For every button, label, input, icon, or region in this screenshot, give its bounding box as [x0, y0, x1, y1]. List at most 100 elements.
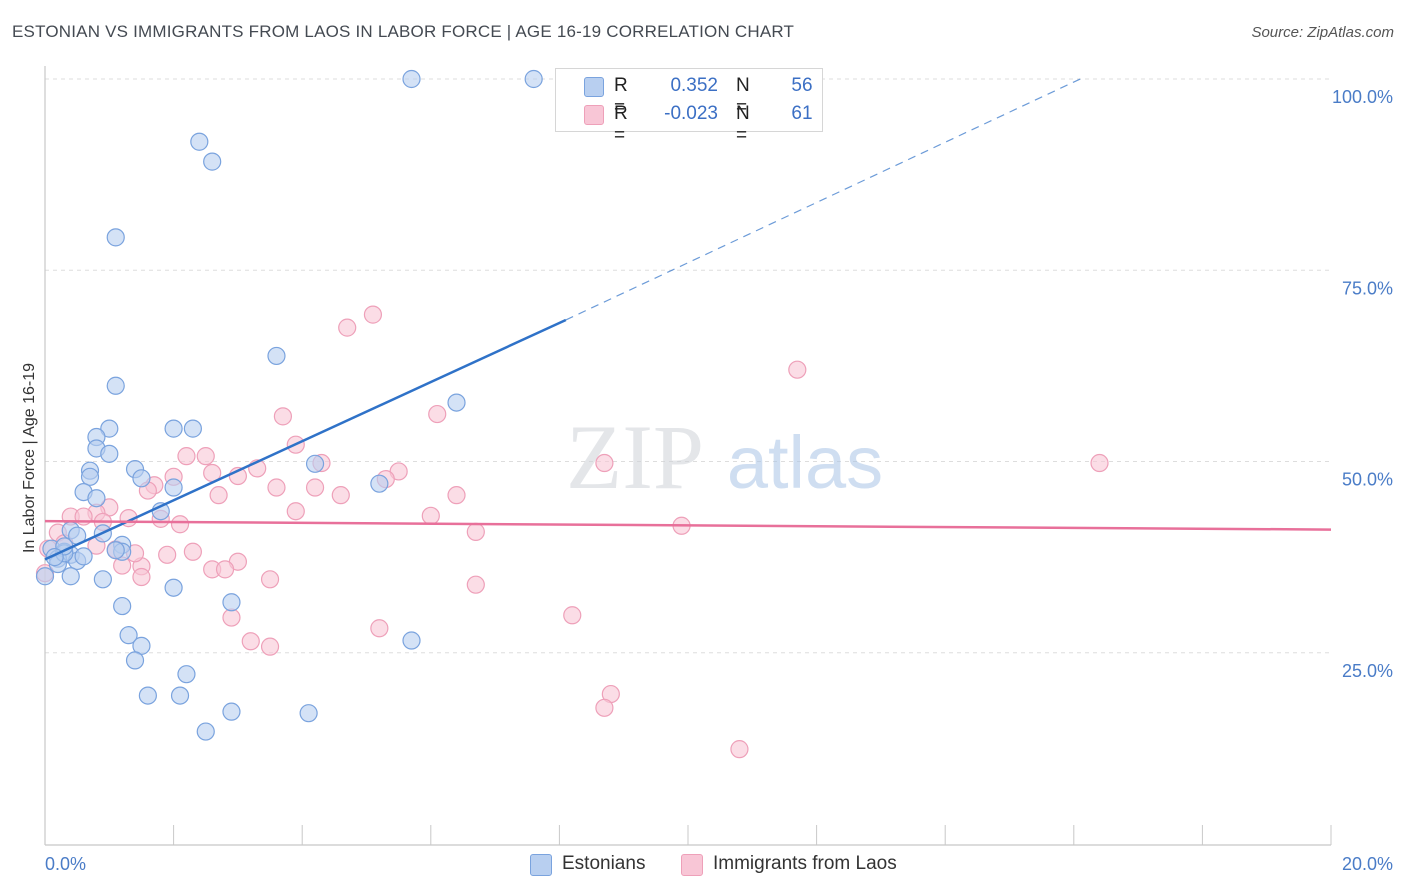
- series-laos-points: [35, 305, 1109, 759]
- source-label: Source: ZipAtlas.com: [1251, 24, 1394, 41]
- laos-point: [788, 360, 807, 379]
- y-tick-label: 100.0%: [1332, 87, 1393, 107]
- legend-swatch-laos: [584, 105, 604, 125]
- axes: [44, 66, 1332, 846]
- estonian-point: [100, 444, 119, 463]
- laos-point: [215, 560, 235, 579]
- estonian-point: [170, 686, 190, 705]
- laos-point: [260, 637, 280, 656]
- estonian-point: [138, 686, 157, 705]
- estonian-point: [106, 541, 125, 560]
- laos-point: [196, 447, 215, 466]
- laos-point: [183, 542, 202, 561]
- estonian-point: [524, 69, 543, 89]
- estonian-point: [267, 346, 286, 366]
- laos-point: [331, 486, 350, 505]
- laos-point: [595, 453, 614, 473]
- laos-point: [363, 305, 383, 324]
- estonian-point: [93, 570, 112, 589]
- estonian-point: [74, 547, 93, 566]
- laos-point: [1090, 453, 1109, 473]
- laos-point: [466, 522, 485, 541]
- laos-point: [466, 575, 485, 594]
- laos-point: [595, 698, 614, 717]
- laos-point: [132, 567, 151, 587]
- estonian-point: [190, 132, 209, 151]
- estonian-point: [132, 469, 151, 488]
- estonian-point: [402, 631, 421, 650]
- laos-point: [273, 407, 293, 426]
- legend-r-value: -0.023: [664, 103, 718, 124]
- legend-n-value: 56: [791, 75, 813, 96]
- laos-point: [222, 608, 241, 627]
- estonian-point: [370, 474, 389, 493]
- laos-point: [338, 318, 357, 337]
- laos-point: [370, 619, 389, 638]
- series-estonians-points: [35, 69, 543, 741]
- estonian-point: [113, 596, 132, 616]
- laos-point: [260, 570, 280, 589]
- laos-point: [730, 740, 749, 759]
- laos-point: [286, 502, 305, 521]
- chart-title: ESTONIAN VS IMMIGRANTS FROM LAOS IN LABO…: [12, 22, 795, 41]
- estonian-point: [164, 419, 183, 438]
- y-tick-label: 50.0%: [1342, 470, 1393, 490]
- estonian-point: [80, 467, 100, 486]
- legend-swatch-estonians: [584, 77, 604, 97]
- estonian-point: [87, 489, 106, 508]
- trend-line-estonians: [44, 318, 567, 561]
- estonian-point: [164, 478, 183, 497]
- y-tick-label: 75.0%: [1342, 278, 1393, 298]
- estonian-point: [106, 228, 125, 247]
- estonian-point: [183, 419, 202, 438]
- estonian-point: [125, 651, 145, 670]
- laos-point: [241, 632, 260, 651]
- x-tick-label: 20.0%: [1342, 854, 1393, 874]
- bottom-legend-swatch-laos: [681, 854, 703, 876]
- estonian-point: [402, 69, 421, 89]
- estonian-point: [119, 626, 138, 645]
- estonian-point: [164, 578, 183, 597]
- laos-point: [447, 486, 466, 505]
- x-tick-label: 0.0%: [45, 854, 86, 874]
- estonian-point: [305, 454, 325, 473]
- watermark-zip: ZIP: [566, 406, 704, 508]
- bottom-legend-swatch-estonians: [530, 854, 552, 876]
- legend-r-label: R =: [614, 103, 628, 146]
- y-axis-label: In Labor Force | Age 16-19: [21, 363, 38, 553]
- laos-point: [209, 486, 228, 505]
- watermark-atlas: atlas: [727, 421, 883, 504]
- legend-r-value: 0.352: [670, 75, 718, 96]
- estonian-point: [61, 567, 80, 586]
- estonian-point: [447, 393, 466, 412]
- y-tick-label: 25.0%: [1342, 661, 1393, 681]
- laos-point: [267, 478, 286, 497]
- laos-point: [563, 606, 582, 625]
- estonian-point: [203, 152, 222, 171]
- bottom-legend-label-estonians: Estonians: [562, 853, 646, 874]
- laos-point: [305, 478, 325, 497]
- estonian-point: [299, 704, 318, 723]
- laos-point: [170, 515, 190, 534]
- estonian-point: [196, 722, 215, 741]
- trend-lines: [44, 78, 1332, 561]
- estonian-point: [222, 702, 241, 721]
- laos-point: [421, 506, 440, 525]
- legend-r-label: R =: [614, 75, 628, 118]
- laos-point: [428, 404, 447, 424]
- estonian-point: [177, 665, 196, 684]
- laos-point: [158, 545, 177, 564]
- legend-n-label: N =: [736, 103, 750, 146]
- tick-labels: 25.0% 50.0% 75.0% 100.0% 0.0% 20.0%: [45, 87, 1393, 874]
- laos-point: [177, 447, 196, 466]
- trend-line-laos: [44, 519, 1332, 531]
- estonian-point: [100, 419, 119, 438]
- bottom-legend-label-laos: Immigrants from Laos: [713, 853, 897, 874]
- correlation-legend: R = 0.352 N = 56 R = -0.023 N = 61: [555, 68, 823, 146]
- trend-line-estonians-extrapolated: [565, 78, 1081, 321]
- estonian-point: [35, 567, 55, 586]
- legend-n-label: N =: [736, 75, 750, 118]
- estonian-point: [106, 376, 125, 395]
- legend-n-value: 61: [791, 103, 813, 124]
